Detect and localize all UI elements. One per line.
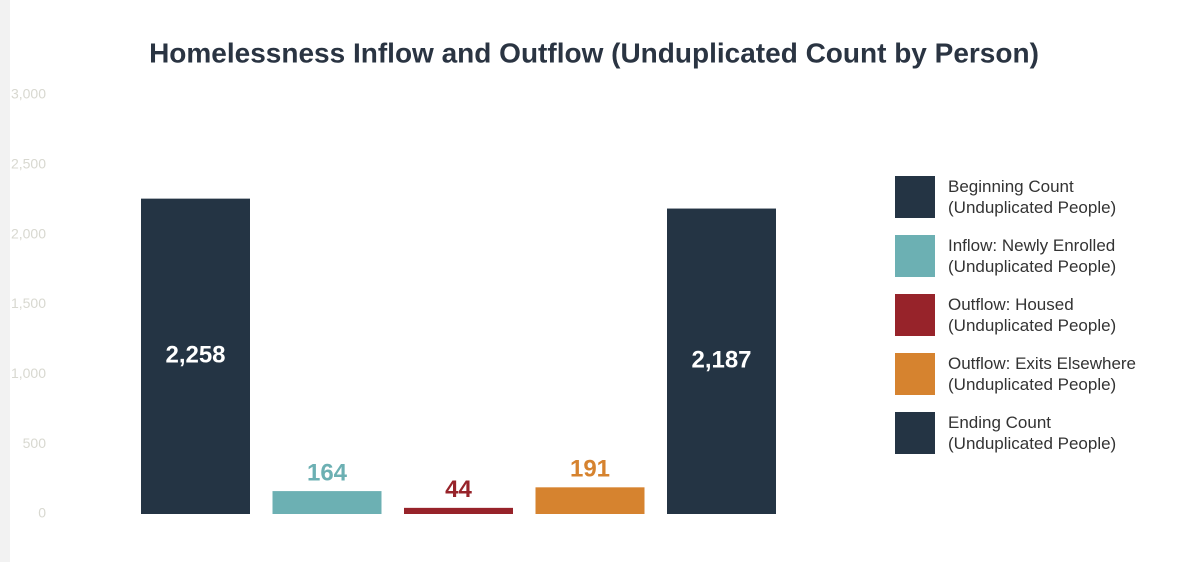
chart-title: Homelessness Inflow and Outflow (Undupli…: [149, 37, 1039, 68]
legend-swatch: [895, 175, 935, 218]
y-tick-label: 2,000: [11, 225, 46, 241]
legend-item: Ending Count (Unduplicated People): [895, 403, 1136, 462]
legend-label: Ending Count (Unduplicated People): [948, 412, 1117, 453]
y-tick-label: 1,500: [11, 295, 46, 311]
data-label: 2,187: [691, 347, 751, 374]
legend-item: Inflow: Newly Enrolled (Unduplicated Peo…: [895, 226, 1136, 285]
sidebar-strip: [0, 0, 10, 562]
legend-item: Beginning Count (Unduplicated People): [895, 167, 1136, 226]
data-label: 44: [445, 476, 472, 503]
y-tick-label: 0: [38, 505, 46, 521]
legend-label: Inflow: Newly Enrolled (Unduplicated Peo…: [948, 235, 1117, 276]
legend-item: Outflow: Exits Elsewhere (Unduplicated P…: [895, 344, 1136, 403]
bar: [535, 487, 645, 514]
legend-swatch: [895, 293, 935, 336]
bar: [141, 198, 250, 514]
data-label: 191: [570, 456, 610, 483]
data-label: 2,258: [165, 342, 225, 369]
legend-item: Outflow: Housed (Unduplicated People): [895, 285, 1136, 344]
legend-swatch: [895, 234, 935, 277]
y-tick-label: 2,500: [11, 156, 46, 172]
legend-swatch: [895, 411, 935, 454]
legend: Beginning Count (Unduplicated People) Inf…: [895, 167, 1136, 462]
legend-swatch: [895, 352, 935, 395]
bar: [404, 507, 513, 514]
bar: [272, 491, 382, 514]
legend-label: Outflow: Exits Elsewhere (Unduplicated P…: [948, 353, 1137, 394]
bar: [667, 208, 776, 514]
y-tick-label: 500: [23, 435, 47, 451]
y-tick-label: 1,000: [11, 365, 46, 381]
data-label: 164: [307, 459, 348, 486]
chart: Homelessness Inflow and Outflow (Undupli…: [11, 37, 1039, 521]
legend-label: Beginning Count (Unduplicated People): [948, 176, 1117, 217]
y-tick-label: 3,000: [11, 86, 46, 102]
legend-label: Outflow: Housed (Unduplicated People): [948, 294, 1117, 335]
